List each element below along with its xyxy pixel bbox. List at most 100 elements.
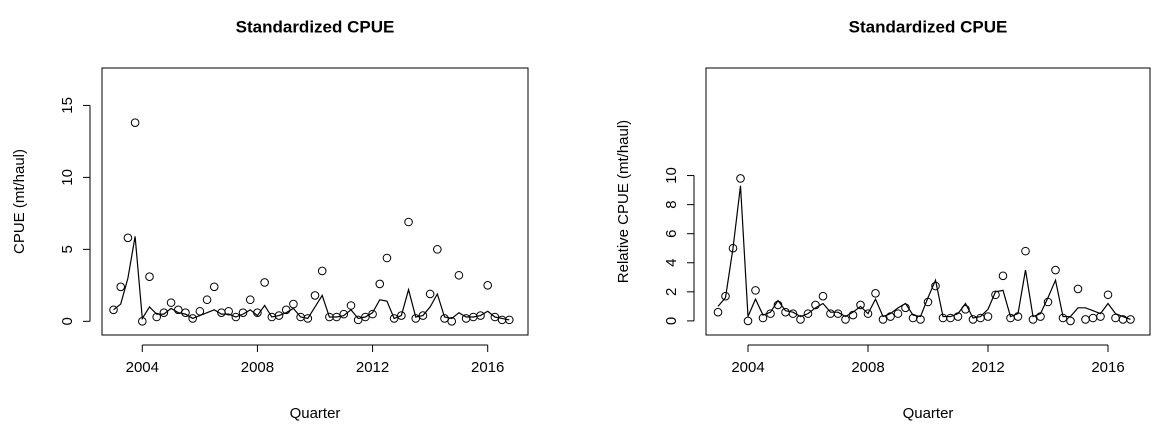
data-point xyxy=(346,301,356,310)
data-point xyxy=(303,314,313,323)
data-point xyxy=(736,174,745,183)
y-tick-label: 8 xyxy=(663,200,680,208)
data-point xyxy=(245,295,255,305)
data-point xyxy=(116,282,126,292)
y-axis-label: CPUE (mt/haul) xyxy=(11,149,28,254)
data-point xyxy=(123,233,133,243)
y-tick-label: 2 xyxy=(663,288,680,296)
plot-box xyxy=(705,67,1151,336)
plot-box xyxy=(101,67,529,336)
y-tick-label: 10 xyxy=(663,167,680,184)
y-tick-label: 5 xyxy=(59,245,76,253)
x-axis-label: Quarter xyxy=(903,405,954,422)
data-point xyxy=(1088,313,1098,323)
data-point xyxy=(871,288,880,298)
data-point xyxy=(1021,246,1030,256)
data-point xyxy=(209,282,219,292)
data-point xyxy=(238,308,248,317)
data-point xyxy=(188,314,197,323)
data-point xyxy=(368,309,377,319)
y-tick-label: 0 xyxy=(663,317,680,325)
data-point xyxy=(743,316,753,326)
chart-title: Standardized CPUE xyxy=(236,17,395,36)
data-point xyxy=(886,312,895,321)
data-point xyxy=(833,309,843,318)
x-tick-label: 2012 xyxy=(356,359,389,376)
data-point xyxy=(382,253,392,263)
data-point xyxy=(433,245,442,254)
data-point xyxy=(841,315,850,324)
data-point xyxy=(224,306,233,316)
y-tick-label: 6 xyxy=(663,230,680,238)
data-point xyxy=(202,295,212,305)
data-point xyxy=(454,270,464,280)
data-point xyxy=(856,300,865,310)
x-axis-label: Quarter xyxy=(290,405,341,422)
data-point xyxy=(751,286,760,295)
x-tick-label: 2012 xyxy=(971,359,1004,376)
x-tick-label: 2016 xyxy=(471,359,504,376)
data-point xyxy=(361,312,370,322)
data-point xyxy=(152,312,161,322)
data-point xyxy=(788,309,798,318)
data-point xyxy=(260,278,269,287)
data-point xyxy=(504,315,514,325)
data-point xyxy=(411,314,421,323)
data-point xyxy=(339,309,349,319)
x-tick-label: 2008 xyxy=(851,359,884,376)
data-point xyxy=(991,290,1000,300)
data-point xyxy=(1081,315,1090,324)
data-point xyxy=(998,271,1008,281)
x-tick-label: 2004 xyxy=(731,359,764,376)
data-point xyxy=(803,309,813,318)
data-point xyxy=(796,315,805,324)
data-point xyxy=(781,307,790,317)
data-point xyxy=(145,272,154,282)
data-point xyxy=(893,309,903,318)
data-point xyxy=(721,291,730,301)
x-tick-label: 2008 xyxy=(241,359,274,376)
data-point xyxy=(713,307,723,317)
y-tick-label: 10 xyxy=(59,169,76,186)
data-point xyxy=(1051,265,1060,275)
data-point xyxy=(375,279,385,289)
data-point xyxy=(848,310,858,320)
data-point xyxy=(1103,290,1113,300)
data-point xyxy=(1111,313,1120,323)
data-point xyxy=(404,217,413,227)
data-point xyxy=(476,311,485,320)
data-point xyxy=(353,315,363,325)
data-point xyxy=(159,308,169,317)
data-point xyxy=(863,309,873,318)
y-tick-label: 4 xyxy=(663,259,680,267)
data-point xyxy=(1126,315,1135,324)
data-point xyxy=(483,281,493,290)
y-axis-label: Relative CPUE (mt/haul) xyxy=(615,120,632,283)
data-point xyxy=(440,314,449,323)
data-point xyxy=(447,317,457,326)
data-point xyxy=(818,291,828,301)
data-point xyxy=(231,312,241,322)
series-line xyxy=(717,185,1131,321)
x-tick-label: 2016 xyxy=(1091,359,1124,376)
data-point xyxy=(497,315,507,325)
data-point xyxy=(1073,284,1083,294)
data-point xyxy=(418,311,428,320)
data-point xyxy=(976,313,985,323)
data-point xyxy=(425,289,435,299)
data-point xyxy=(389,314,399,323)
data-point xyxy=(166,298,176,307)
y-tick-label: 15 xyxy=(59,97,76,114)
data-point xyxy=(289,299,298,309)
data-point xyxy=(317,266,327,276)
data-point xyxy=(109,305,118,315)
data-point xyxy=(811,300,820,310)
data-point xyxy=(181,308,190,317)
series-line xyxy=(113,236,510,321)
data-point xyxy=(130,118,140,127)
chart-title: Standardized CPUE xyxy=(849,17,1008,36)
data-point xyxy=(1066,316,1075,326)
x-tick-label: 2004 xyxy=(126,359,159,376)
data-point xyxy=(310,291,320,300)
